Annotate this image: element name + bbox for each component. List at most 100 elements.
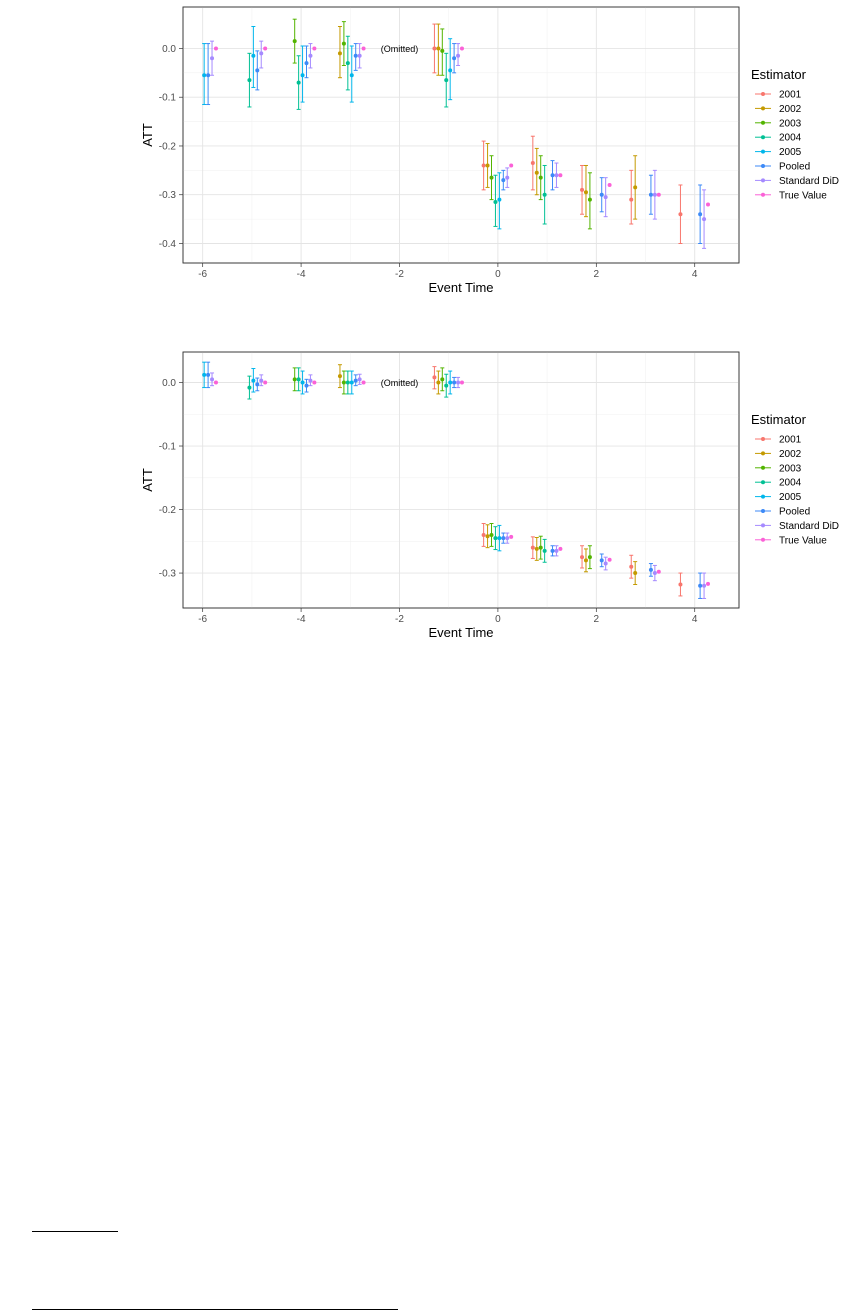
data-point <box>648 192 653 197</box>
data-point <box>481 163 486 168</box>
legend-key <box>755 106 771 111</box>
legend-label: 2004 <box>779 478 802 489</box>
data-point <box>206 372 211 377</box>
data-point <box>444 78 449 83</box>
legend-label: True Value <box>779 190 827 201</box>
legend-title: Estimator <box>751 412 807 427</box>
y-tick-label: -0.2 <box>159 141 177 152</box>
data-point <box>698 212 703 217</box>
data-point <box>210 377 215 382</box>
data-point <box>550 173 555 178</box>
legend-key <box>755 523 771 528</box>
data-point <box>349 380 354 385</box>
data-point <box>202 73 207 78</box>
data-point <box>337 374 342 379</box>
legend-key <box>755 135 771 140</box>
data-point <box>341 41 346 46</box>
data-point <box>292 39 297 44</box>
legend-key-point <box>761 149 765 154</box>
data-point <box>587 197 592 202</box>
data-point <box>509 534 514 539</box>
x-tick-label: 0 <box>495 614 501 625</box>
data-point <box>255 382 260 387</box>
legend-key-point <box>761 192 765 197</box>
data-point <box>345 380 350 385</box>
legend-key <box>755 92 771 96</box>
data-point <box>255 68 260 73</box>
legend-key <box>755 509 771 513</box>
series-2004 <box>247 367 547 563</box>
data-point <box>304 383 309 388</box>
legend-title: Estimator <box>751 67 807 82</box>
data-point <box>436 46 441 51</box>
data-point <box>210 56 215 61</box>
omitted-annotation: (Omitted) <box>381 378 419 388</box>
data-point <box>678 582 683 587</box>
y-tick-label: -0.3 <box>159 569 177 580</box>
data-point <box>300 73 305 78</box>
data-point <box>652 571 657 576</box>
x-axis-label: Event Time <box>428 280 493 295</box>
data-point <box>497 536 502 541</box>
data-point <box>440 48 445 53</box>
data-point <box>361 380 366 385</box>
data-point <box>603 561 608 566</box>
page-bottom-rule <box>32 1309 398 1310</box>
data-point <box>629 564 634 569</box>
event-study-chart-bottom: -6 -4 -2 0 2 4 0.0 -0.1 -0.2 -0.3 (Omitted) Event T… <box>140 351 839 640</box>
data-point <box>542 192 547 197</box>
data-point <box>652 192 657 197</box>
data-point <box>509 163 514 168</box>
legend-key-point <box>761 164 765 168</box>
data-point <box>558 546 563 551</box>
data-point <box>633 185 638 190</box>
legend-key <box>755 465 771 470</box>
legend-label: 2003 <box>779 118 802 129</box>
data-point <box>648 567 653 572</box>
data-point <box>456 380 461 385</box>
data-point <box>505 536 510 541</box>
data-point <box>501 536 506 541</box>
data-point <box>308 378 313 383</box>
legend: Estimator 2001 2002 2003 2004 2005 Pooled Stand… <box>751 67 839 201</box>
data-point <box>213 380 218 385</box>
series-2005 <box>202 361 502 552</box>
legend-key-point <box>761 451 765 456</box>
legend-key <box>755 480 771 485</box>
legend-label: 2001 <box>779 435 802 446</box>
y-tick-label: 0.0 <box>162 44 176 55</box>
legend-label: True Value <box>779 535 827 546</box>
data-point <box>534 546 539 551</box>
data-point <box>656 192 661 197</box>
data-point <box>456 53 461 58</box>
data-point <box>361 46 366 51</box>
legend-label: 2005 <box>779 492 802 503</box>
data-point <box>213 46 218 51</box>
data-point <box>353 378 358 383</box>
x-tick-label: 0 <box>495 269 501 280</box>
plot-border <box>182 6 740 264</box>
x-axis-label: Event Time <box>428 625 493 640</box>
y-axis-label: ATT <box>140 468 155 492</box>
x-tick-label: 2 <box>594 614 600 625</box>
data-point <box>538 545 543 550</box>
data-point <box>489 175 494 180</box>
data-point <box>308 53 313 58</box>
legend-label: Standard DiD <box>779 176 839 187</box>
series-standard-did <box>210 372 707 599</box>
legend-key-point <box>761 465 765 470</box>
series-standard-did <box>210 40 707 249</box>
data-point <box>247 78 252 83</box>
data-point <box>702 583 707 588</box>
legend-key <box>755 437 771 441</box>
data-point <box>580 555 585 560</box>
legend-key-point <box>761 92 765 96</box>
legend-label: 2002 <box>779 104 802 115</box>
data-point <box>292 377 297 382</box>
legend-key <box>755 149 771 154</box>
legend-label: Standard DiD <box>779 521 839 532</box>
data-point <box>505 175 510 180</box>
data-point <box>432 46 437 51</box>
x-tick-label: -6 <box>198 614 207 625</box>
data-point <box>554 173 559 178</box>
